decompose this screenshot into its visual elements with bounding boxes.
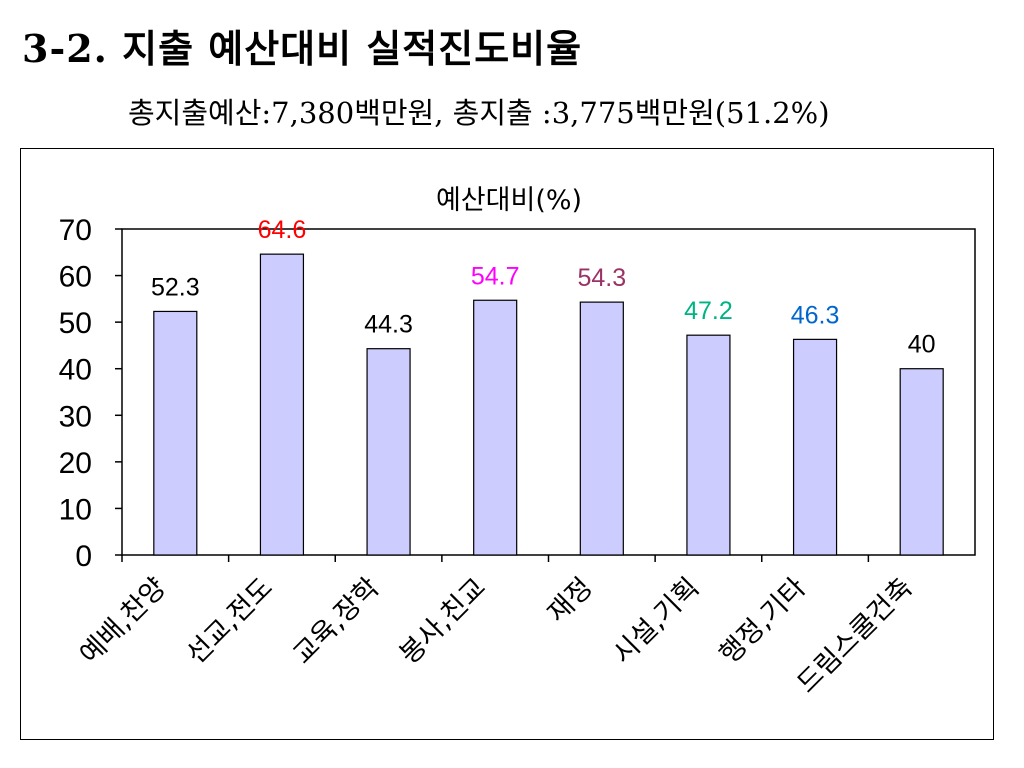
data-label: 44.3 xyxy=(364,311,413,339)
x-category-label: 행정,기타 xyxy=(714,572,812,670)
data-label: 54.3 xyxy=(577,264,626,292)
bar xyxy=(153,310,198,556)
x-category-label: 선교,전도 xyxy=(181,572,279,670)
x-category-label: 재정 xyxy=(542,572,599,629)
chart-frame: 예산대비(%) 0 10 20 30 40 50 60 70 52.3 64.6 44.3 54.7… xyxy=(20,148,994,740)
bar xyxy=(899,368,944,556)
y-tick-label: 60 xyxy=(59,261,92,294)
data-labels: 52.3 64.6 44.3 54.7 54.3 47.2 46.3 40 xyxy=(151,216,936,359)
slide-subtitle: 총지출예산:7,380백만원, 총지출 :3,775백만원(51.2%) xyxy=(128,96,830,130)
bar xyxy=(473,299,518,556)
x-category-label: 봉사,친교 xyxy=(394,572,492,670)
data-label: 54.7 xyxy=(471,262,520,290)
x-category-label: 시설,기획 xyxy=(607,572,705,670)
x-category-label: 교육,장학 xyxy=(287,572,385,670)
data-label: 52.3 xyxy=(151,273,200,301)
y-tick-label: 20 xyxy=(59,447,92,480)
data-label: 64.6 xyxy=(258,216,307,244)
y-axis: 0 10 20 30 40 50 60 70 xyxy=(59,214,122,573)
bar xyxy=(259,253,305,556)
chart-title: 예산대비(%) xyxy=(436,185,582,216)
slide-title: 3-2. 지출 예산대비 실적진도비율 xyxy=(22,26,583,71)
bar xyxy=(579,301,624,556)
bar xyxy=(686,334,731,556)
y-tick-label: 30 xyxy=(59,400,92,433)
plot-area xyxy=(121,228,976,556)
x-category-label: 예배,찬양 xyxy=(74,572,172,670)
y-tick-label: 0 xyxy=(75,540,92,573)
y-tick-label: 50 xyxy=(59,307,92,340)
bar-series xyxy=(153,253,944,556)
y-tick-label: 10 xyxy=(59,493,92,526)
x-category-label: 드림스쿨건축 xyxy=(791,572,918,699)
y-tick-label: 40 xyxy=(59,354,92,387)
bar xyxy=(792,338,838,556)
y-tick-label: 70 xyxy=(59,214,92,247)
data-label: 47.2 xyxy=(684,297,733,325)
data-label: 46.3 xyxy=(791,301,840,329)
data-label: 40 xyxy=(908,331,936,359)
bar xyxy=(366,348,411,556)
bar-chart: 예산대비(%) 0 10 20 30 40 50 60 70 52.3 64.6 44.3 54.7… xyxy=(59,185,976,699)
